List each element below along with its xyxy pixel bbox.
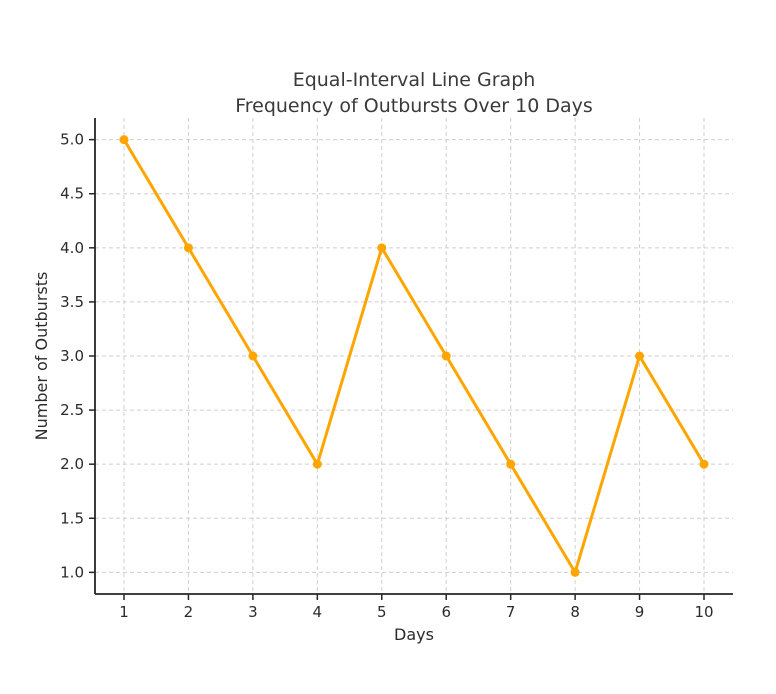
data-point [183, 243, 193, 253]
x-tick-label: 1 [119, 603, 129, 621]
x-tick-label: 3 [248, 603, 258, 621]
x-tick-label: 9 [635, 603, 645, 621]
tick-labels-layer: 1.0 1.5 2.0 2.5 3.0 3.5 4.0 4.5 5.0 1 2 3 4 5 6 7 8 9 10 [60, 131, 713, 621]
y-axis-label: Number of Outbursts [32, 272, 51, 441]
chart-subtitle: Frequency of Outbursts Over 10 Days [235, 95, 593, 117]
y-tick-label: 5.0 [60, 131, 84, 149]
data-line [122, 138, 706, 574]
y-tick-label: 4.0 [60, 239, 84, 257]
grid-layer [95, 118, 733, 594]
series-layer [119, 135, 709, 577]
y-tick-label: 2.5 [60, 401, 84, 419]
y-tick-label: 1.0 [60, 563, 84, 581]
data-point [377, 243, 387, 253]
data-point [699, 459, 709, 469]
x-tick-label: 7 [506, 603, 516, 621]
data-point [312, 459, 322, 469]
x-tick-label: 6 [441, 603, 451, 621]
data-point [570, 567, 580, 577]
y-tick-label: 2.0 [60, 455, 84, 473]
data-point [441, 351, 451, 361]
x-tick-label: 4 [313, 603, 323, 621]
x-tick-label: 2 [184, 603, 194, 621]
x-tick-label: 5 [377, 603, 387, 621]
data-point [119, 135, 129, 145]
data-point [635, 351, 645, 361]
y-tick-label: 4.5 [60, 185, 84, 203]
x-axis-label: Days [394, 625, 434, 644]
chart-title: Equal-Interval Line Graph [293, 69, 536, 91]
data-point [506, 459, 516, 469]
x-tick-label: 10 [694, 603, 713, 621]
y-tick-label: 1.5 [60, 509, 84, 527]
data-point [248, 351, 258, 361]
axes-layer [89, 118, 733, 600]
x-tick-label: 8 [570, 603, 580, 621]
y-tick-label: 3.5 [60, 293, 84, 311]
y-tick-label: 3.0 [60, 347, 84, 365]
